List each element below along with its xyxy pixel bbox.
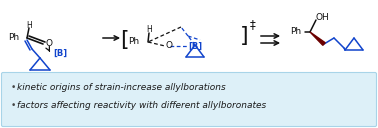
Text: Ph: Ph [8,34,19,42]
Text: O: O [45,40,52,49]
Text: kinetic origins of strain-increase allylborations: kinetic origins of strain-increase allyl… [17,83,226,92]
Text: [B]: [B] [188,41,202,51]
Text: •: • [11,83,16,92]
Text: [B]: [B] [53,49,67,57]
Text: OH: OH [316,13,330,22]
Text: [: [ [120,30,129,50]
Text: H: H [146,25,152,35]
Text: H: H [26,20,32,29]
FancyBboxPatch shape [2,72,376,126]
Text: O: O [166,41,173,51]
Text: Ph: Ph [290,28,301,36]
Polygon shape [310,32,325,45]
Text: ]: ] [240,26,249,46]
Text: •: • [11,100,16,109]
Text: factors affecting reactivity with different allylboronates: factors affecting reactivity with differ… [17,100,266,109]
Text: ‡: ‡ [250,19,256,31]
Text: Ph: Ph [128,38,139,46]
